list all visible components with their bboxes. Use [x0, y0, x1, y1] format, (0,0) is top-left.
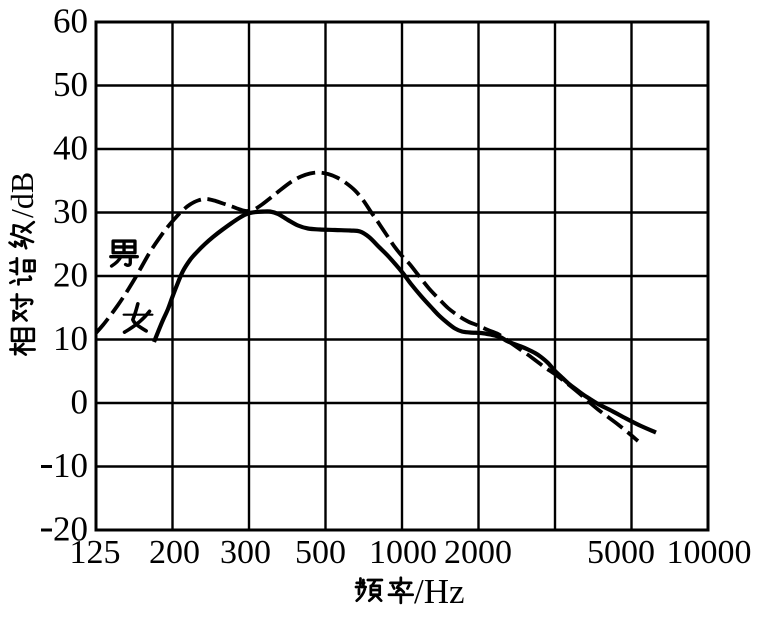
svg-text:40: 40	[53, 129, 88, 168]
svg-text:500: 500	[295, 534, 346, 571]
svg-text:50: 50	[53, 65, 88, 104]
svg-text:125: 125	[70, 534, 121, 571]
svg-text:20: 20	[53, 256, 88, 295]
svg-text:60: 60	[53, 2, 88, 41]
svg-text:/dB: /dB	[4, 172, 40, 218]
svg-text:1000: 1000	[369, 534, 437, 571]
svg-text:2000: 2000	[444, 534, 512, 571]
svg-text:10: 10	[53, 319, 88, 358]
svg-text:200: 200	[149, 534, 200, 571]
svg-text:10: 10	[53, 446, 88, 485]
svg-text:30: 30	[53, 192, 88, 231]
svg-text:0: 0	[71, 383, 89, 422]
svg-text:300: 300	[220, 534, 271, 571]
svg-text:5000: 5000	[587, 534, 655, 571]
svg-text:20: 20	[53, 510, 88, 549]
svg-text:10000: 10000	[667, 534, 752, 571]
svg-text:/Hz: /Hz	[414, 572, 465, 611]
